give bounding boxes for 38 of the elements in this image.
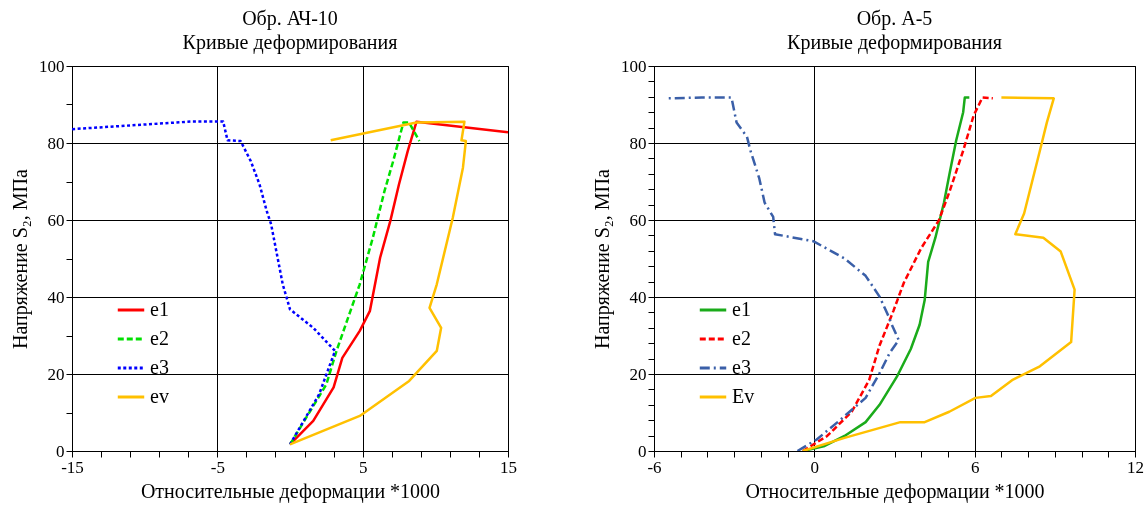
legend-label: ev	[150, 385, 169, 407]
legend-label: e1	[732, 298, 751, 320]
y-tick-label: 60	[47, 210, 65, 230]
y-tick-label: 80	[629, 133, 647, 153]
x-tick-label: -6	[647, 457, 662, 477]
chart-subtitle: Кривые деформирования	[182, 31, 398, 54]
x-axis-title: Относительные деформации *1000	[140, 479, 441, 503]
line-series	[288, 120, 468, 446]
y-tick-label: 80	[47, 133, 65, 153]
y-axis-title: Напряжение S₂, МПа	[591, 168, 614, 349]
legend-label: e3	[150, 356, 169, 378]
legend-label: e2	[150, 327, 169, 349]
chart-title: Обр. А-5	[856, 7, 933, 30]
legend-label: e1	[150, 298, 169, 320]
y-tick-label: 100	[39, 56, 65, 76]
y-axis-title: Напряжение S₂, МПа	[9, 168, 32, 349]
x-tick-label: 15	[500, 457, 517, 477]
y-tick-label: 20	[629, 364, 647, 384]
chart-subtitle: Кривые деформирования	[787, 31, 1002, 54]
y-tick-label: 0	[638, 441, 647, 461]
y-tick-label: 40	[47, 287, 65, 307]
x-tick-label: 0	[810, 457, 820, 477]
x-tick-label: 12	[1127, 457, 1144, 477]
x-axis-title: Относительные деформации *1000	[745, 479, 1045, 503]
legend-label: Ev	[732, 385, 755, 407]
chart-title: Обр. АЧ-10	[242, 7, 338, 30]
legend-label: e2	[732, 327, 751, 349]
y-tick-label: 40	[629, 287, 647, 307]
y-tick-label: 100	[621, 56, 647, 76]
legend-label: e3	[732, 356, 751, 378]
x-tick-label: 6	[970, 457, 980, 477]
y-tick-label: 60	[629, 210, 647, 230]
x-tick-label: 5	[358, 457, 368, 477]
line-series	[667, 96, 901, 451]
line-series	[801, 96, 1076, 451]
line-series	[72, 120, 337, 446]
y-tick-label: 20	[47, 364, 65, 384]
x-tick-label: -5	[210, 457, 225, 477]
